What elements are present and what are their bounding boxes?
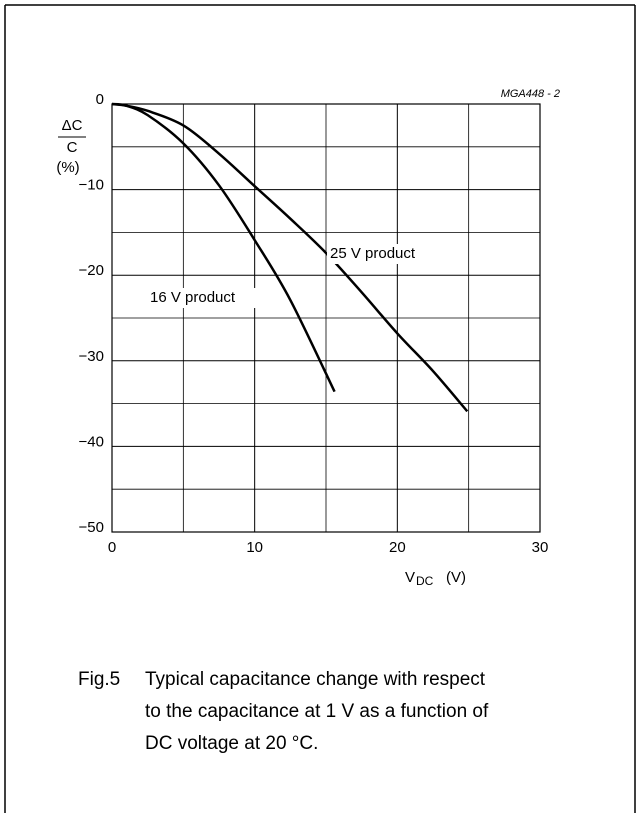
caption-line: DC voltage at 20 °C.: [145, 733, 318, 754]
annotation: MGA448 - 2: [501, 88, 560, 100]
y-tick-label: −40: [79, 433, 104, 450]
y-tick-label: −30: [79, 348, 104, 365]
y-tick-label: 0: [96, 91, 104, 108]
y-tick-label: −20: [79, 262, 104, 279]
series-label: 25 V product: [330, 245, 416, 262]
caption-label: Fig.5: [78, 669, 120, 690]
caption-line: Typical capacitance change with respect: [145, 669, 486, 690]
plot-frame: [111, 103, 541, 533]
series-label-bg: [327, 244, 439, 264]
x-tick-label: 10: [246, 539, 263, 556]
x-tick-label: 20: [389, 539, 406, 556]
x-label-symbol: V: [405, 569, 415, 586]
y-label-numerator: ΔC: [62, 117, 83, 134]
series-label-bg: [147, 288, 259, 308]
x-label-subscript: DC: [416, 574, 434, 588]
x-tick-label: 30: [532, 539, 549, 556]
caption-line: to the capacitance at 1 V as a function …: [145, 701, 489, 722]
y-label-unit: (%): [56, 159, 79, 176]
x-tick-label: 0: [108, 539, 116, 556]
y-tick-label: −50: [79, 519, 104, 536]
series-line: [111, 102, 469, 413]
y-label-denominator: C: [67, 139, 78, 156]
series-label: 16 V product: [150, 289, 236, 306]
x-label-unit: (V): [446, 569, 466, 586]
y-tick-label: −10: [79, 177, 104, 194]
